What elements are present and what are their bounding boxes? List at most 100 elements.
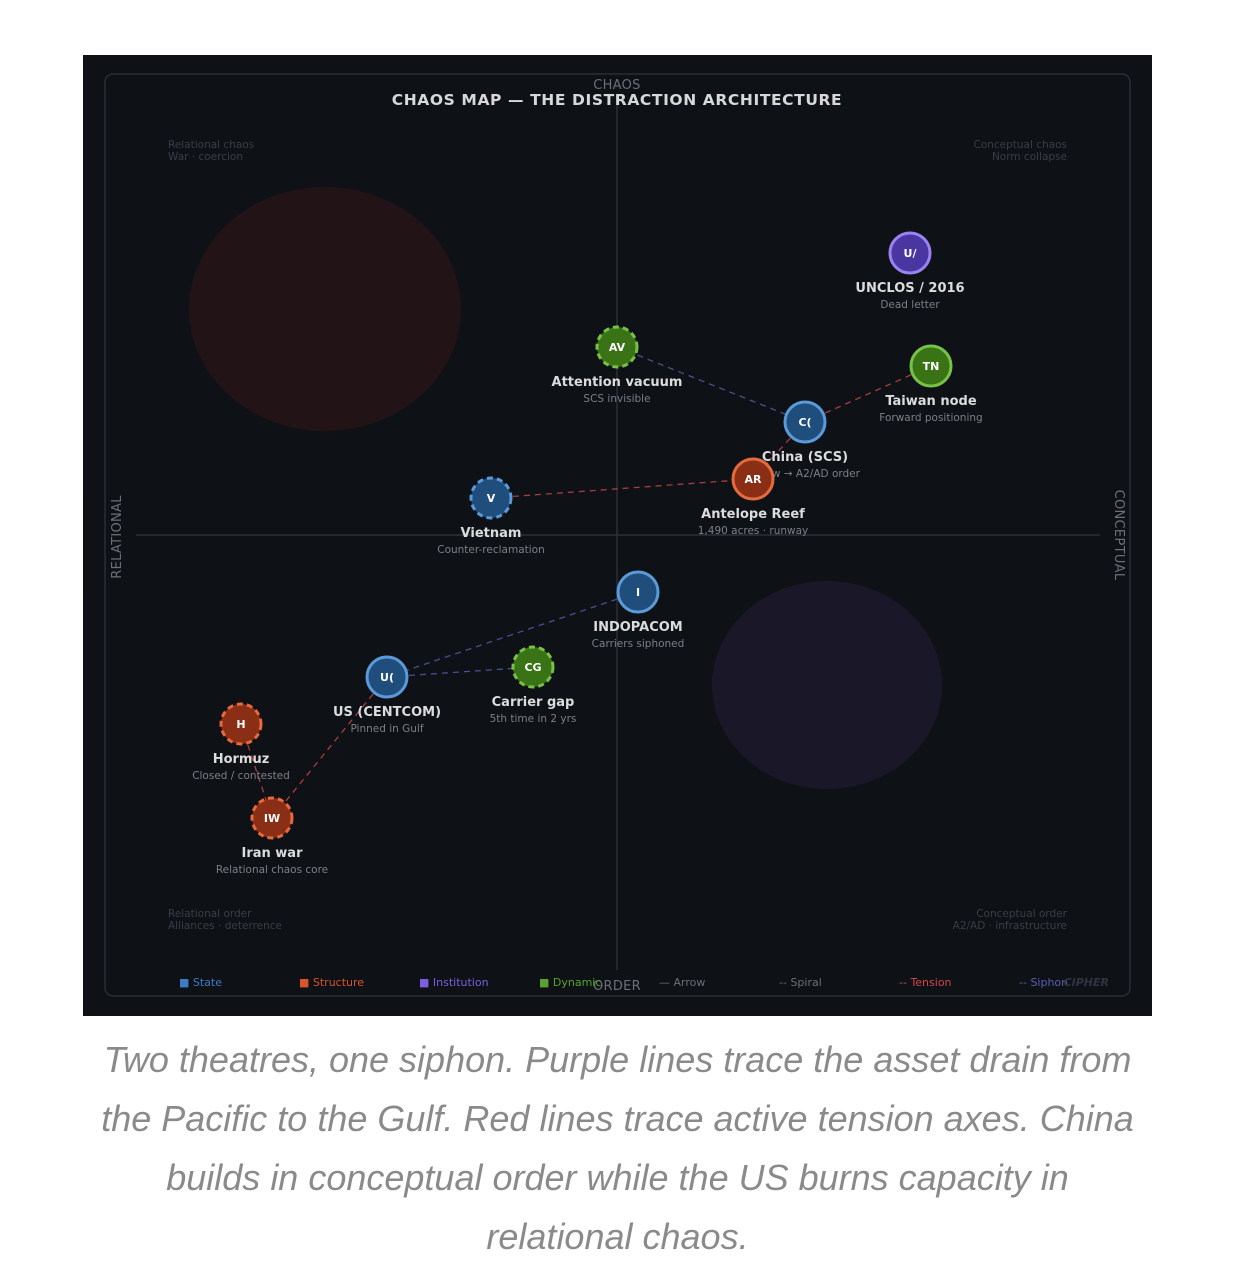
relational-chaos-zone: [189, 187, 461, 431]
figure-caption: Two theatres, one siphon. Purple lines t…: [101, 1039, 1134, 1257]
node-us-label: US (CENTCOM): [333, 705, 441, 720]
node-iran-sublabel: Relational chaos core: [216, 864, 328, 876]
quadrant-bottom-left-line1: Relational order: [168, 908, 252, 920]
node-china-sublabel: Arrow → A2/AD order: [750, 468, 861, 480]
legend-symbol-arrow: —: [659, 976, 674, 989]
edge-indopacom-us: [386, 591, 639, 678]
edge-us-carrier: [386, 666, 534, 678]
legend-item-spiral: -- Spiral: [779, 976, 822, 989]
node-antelope-label: Antelope Reef: [701, 507, 805, 522]
node-iran-code: IW: [264, 812, 280, 825]
map-frame: [104, 73, 1131, 997]
node-vietnam-code: V: [487, 492, 496, 505]
node-us-circle: [365, 655, 409, 699]
edge-china-taiwan: [804, 365, 932, 423]
node-vietnam-label: Vietnam: [461, 526, 522, 541]
legend: ■ State ■ Structure ■ Institution ■ Dynamic…: [179, 976, 1068, 989]
node-taiwan-circle: [909, 344, 953, 388]
node-unclos-code: U/: [904, 247, 918, 260]
quadrant-bottom-right-line2: A2/AD · infrastructure: [953, 920, 1067, 932]
quadrant-top-right-line2: Norm collapse: [992, 151, 1067, 163]
node-us-sublabel: Pinned in Gulf: [350, 723, 423, 735]
map-title: CHAOS MAP — THE DISTRACTION ARCHITECTURE: [392, 91, 843, 109]
node-vietnam[interactable]: V Vietnam Counter-reclamation: [437, 476, 545, 556]
node-carrier[interactable]: CG Carrier gap 5th time in 2 yrs: [490, 645, 577, 725]
node-unclos-sublabel: Dead letter: [880, 299, 940, 311]
legend-item-dynamic: ■ Dynamic: [539, 976, 601, 989]
node-attention-circle: [595, 325, 639, 369]
quadrant-top-left-line1: Relational chaos: [168, 139, 254, 151]
node-antelope-circle: [731, 457, 775, 501]
node-carrier-label: Carrier gap: [492, 695, 575, 710]
legend-label-dynamic: Dynamic: [553, 976, 602, 989]
watermark: CIPHER: [1064, 976, 1109, 989]
quadrant-bottom-right-line1: Conceptual order: [976, 908, 1067, 920]
axis-label-conceptual: CONCEPTUAL: [1111, 490, 1126, 581]
nodes-layer: U/UNCLOS / 2016 Dead letter AV Attention va…: [192, 231, 983, 876]
node-china[interactable]: C( China (SCS) Arrow → A2/AD order: [750, 400, 861, 480]
node-taiwan[interactable]: TN Taiwan node Forward positioning: [879, 344, 983, 424]
node-attention-code: AV: [609, 341, 626, 354]
node-iran-label: Iran war: [242, 846, 304, 861]
legend-symbol-dynamic: ■: [539, 976, 553, 989]
legend-symbol-spiral: --: [779, 976, 790, 989]
node-attention[interactable]: AV Attention vacuum SCS invisible: [552, 325, 683, 405]
node-attention-sublabel: SCS invisible: [583, 393, 650, 405]
node-indopacom-code: I: [636, 586, 640, 599]
legend-label-siphon: Siphon: [1030, 976, 1068, 989]
node-unclos-circle: [888, 231, 932, 275]
node-indopacom[interactable]: I INDOPACOM Carriers siphoned: [592, 570, 685, 650]
node-hormuz-label: Hormuz: [213, 752, 270, 767]
edge-us-iran: [271, 676, 388, 819]
edge-attention-china: [616, 346, 806, 423]
legend-label-arrow: Arrow: [674, 976, 706, 989]
node-iran-circle: [250, 796, 294, 840]
node-hormuz[interactable]: H Hormuz Closed / contested: [192, 702, 290, 782]
legend-item-arrow: — Arrow: [659, 976, 705, 989]
chaos-map-figure: CHAOS ORDER RELATIONAL CONCEPTUAL CHAOS …: [83, 55, 1152, 1016]
legend-item-institution: ■ Institution: [419, 976, 489, 989]
edge-vietnam-antelope: [490, 478, 754, 499]
legend-symbol-state: ■: [179, 976, 193, 989]
node-iran[interactable]: IW Iran war Relational chaos core: [216, 796, 328, 876]
legend-label-structure: Structure: [313, 976, 364, 989]
legend-label-spiral: Spiral: [790, 976, 821, 989]
axis-label-order: ORDER: [593, 979, 641, 994]
quadrant-top-left-line2: War · coercion: [168, 151, 243, 163]
node-indopacom-label: INDOPACOM: [593, 620, 682, 635]
node-china-circle: [783, 400, 827, 444]
legend-item-state: ■ State: [179, 976, 222, 989]
axis-label-relational: RELATIONAL: [110, 495, 125, 579]
quadrant-bottom-left-line2: Alliances · deterrence: [168, 920, 282, 932]
node-hormuz-code: H: [236, 718, 245, 731]
node-hormuz-sublabel: Closed / contested: [192, 770, 290, 782]
node-vietnam-sublabel: Counter-reclamation: [437, 544, 545, 556]
axis-label-chaos: CHAOS: [593, 78, 641, 93]
legend-label-tension: Tension: [909, 976, 951, 989]
node-hormuz-circle: [219, 702, 263, 746]
legend-label-institution: Institution: [433, 976, 489, 989]
node-china-label: China (SCS): [762, 450, 848, 465]
legend-label-state: State: [193, 976, 222, 989]
quadrant-top-right-line1: Conceptual chaos: [973, 139, 1067, 151]
legend-item-tension: -- Tension: [899, 976, 952, 989]
node-unclos-label: UNCLOS / 2016: [855, 281, 964, 296]
node-antelope-sublabel: 1,490 acres · runway: [698, 525, 809, 537]
node-taiwan-code: TN: [923, 360, 940, 373]
legend-symbol-tension: --: [899, 976, 910, 989]
conceptual-order-zone: [712, 581, 942, 789]
node-us[interactable]: U( US (CENTCOM) Pinned in Gulf: [333, 655, 441, 735]
node-carrier-circle: [511, 645, 555, 689]
node-antelope[interactable]: AR Antelope Reef 1,490 acres · runway: [698, 457, 809, 537]
node-unclos[interactable]: U/UNCLOS / 2016 Dead letter: [855, 231, 965, 311]
legend-item-siphon: -- Siphon: [1019, 976, 1068, 989]
node-china-code: C(: [798, 416, 811, 429]
node-taiwan-sublabel: Forward positioning: [879, 412, 982, 424]
legend-symbol-institution: ■: [419, 976, 433, 989]
legend-symbol-structure: ■: [299, 976, 313, 989]
node-carrier-sublabel: 5th time in 2 yrs: [490, 713, 577, 725]
node-vietnam-circle: [469, 476, 513, 520]
node-attention-label: Attention vacuum: [552, 375, 683, 390]
node-indopacom-sublabel: Carriers siphoned: [592, 638, 685, 650]
node-us-code: U(: [380, 671, 394, 684]
